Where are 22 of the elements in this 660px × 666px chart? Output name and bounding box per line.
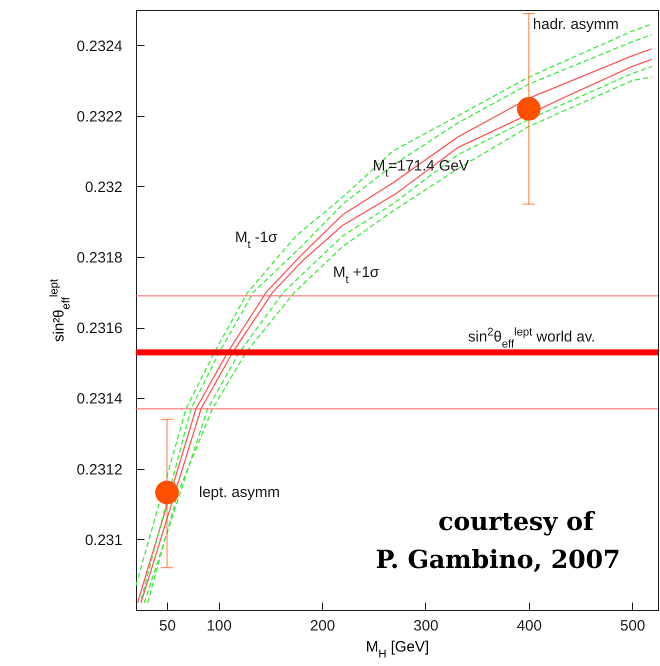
ref-line-label: sin$^{2}$θ$_{eff}$$^{lept}$ world av. bbox=[468, 326, 596, 350]
y-tick-label: 0.2316 bbox=[76, 320, 122, 338]
annotation: hadr. asymm bbox=[532, 16, 619, 34]
y-tick-label: 0.231 bbox=[84, 532, 122, 549]
y-tick-label: 0.2322 bbox=[76, 108, 122, 126]
x-tick-label: 400 bbox=[516, 618, 542, 634]
y-tick-label: 0.2324 bbox=[76, 38, 122, 55]
x-tick-label: 500 bbox=[620, 618, 646, 634]
y-tick-label: 0.2314 bbox=[76, 390, 122, 408]
x-tick-label: 200 bbox=[310, 618, 336, 634]
annotation: P. Gambino, 2007 bbox=[376, 545, 620, 574]
x-tick-label: 100 bbox=[206, 618, 232, 634]
y-tick-label: 0.2312 bbox=[76, 461, 122, 478]
annotation: lept. asymm bbox=[199, 484, 280, 501]
y-tick-label: 0.232 bbox=[84, 178, 122, 196]
x-tick-label: 50 bbox=[159, 618, 176, 634]
annotation: M$_{t}$ -1σ bbox=[235, 229, 278, 251]
y-tick-label: 0.2318 bbox=[76, 250, 122, 267]
x-tick-label: 300 bbox=[413, 618, 438, 634]
x-axis-title: M$_{H}$ [GeV] bbox=[366, 638, 430, 660]
annotation: courtesy of bbox=[438, 507, 596, 536]
annotation: M$_{t}$ +1σ bbox=[333, 264, 380, 286]
